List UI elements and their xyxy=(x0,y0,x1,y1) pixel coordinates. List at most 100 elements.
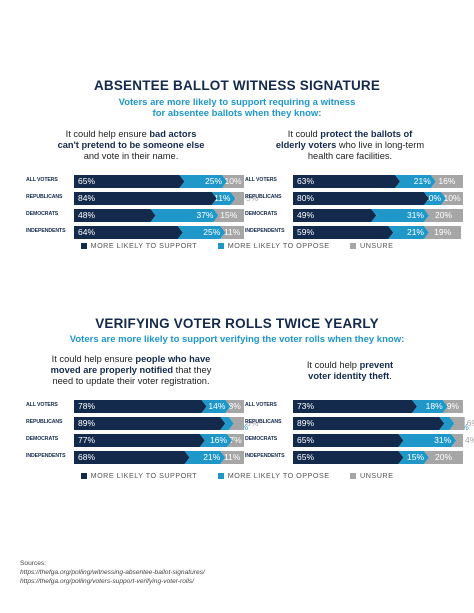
panel-heading: It could help prevent voter identity thef… xyxy=(245,360,455,382)
legend-item-support: MORE LIKELY TO SUPPORT xyxy=(80,241,198,250)
data-label: 48% xyxy=(78,210,96,220)
stacked-bar: 89%5%6% xyxy=(74,417,258,432)
bar-support: 63% xyxy=(293,175,400,188)
bar-row-independents: INDEPENDENTS 68% 21% 11% xyxy=(26,451,266,464)
category-label: DEMOCRATS xyxy=(26,436,59,442)
bar-oppose: 21% xyxy=(388,226,429,239)
category-label: INDEPENDENTS xyxy=(245,228,285,234)
data-label: 9% xyxy=(446,401,459,411)
bar-unsure: 10% xyxy=(441,192,463,205)
legend-item-unsure: UNSURE xyxy=(350,241,393,250)
bar-row-independents: INDEPENDENTS 65% 15% 20% xyxy=(245,451,474,464)
bar-unsure: 15% xyxy=(213,209,244,222)
source-link[interactable]: https://thefga.org/polling/witnessing-ab… xyxy=(20,569,205,576)
stacked-bar: 84% 11% 5% xyxy=(74,192,258,205)
category-label: INDEPENDENTS xyxy=(26,228,66,234)
legend-item-oppose: MORE LIKELY TO OPPOSE xyxy=(217,471,330,480)
panel-heading: It could help ensure people who have move… xyxy=(26,354,236,387)
legend-absentee: MORE LIKELY TO SUPPORT MORE LIKELY TO OP… xyxy=(0,241,474,250)
category-label: ALL VOTERS xyxy=(26,402,58,408)
data-label: 11% xyxy=(214,193,231,203)
category-label: INDEPENDENTS xyxy=(245,453,285,459)
bar-unsure: 9% xyxy=(442,400,463,413)
bar-row-all-voters: ALL VOTERS 73% 18% 9% xyxy=(245,400,474,413)
bar-support: 78% xyxy=(74,400,207,413)
data-label: 18% xyxy=(425,401,443,411)
stacked-bar: 64% 25% 11% xyxy=(74,226,244,239)
sources-label: Sources: xyxy=(20,560,47,567)
data-label: 10% xyxy=(443,193,461,203)
category-label: DEMOCRATS xyxy=(26,211,59,217)
heading-line: and vote in their name. xyxy=(83,151,179,161)
bar-oppose: 25% xyxy=(180,175,228,188)
bar-unsure: 20% xyxy=(424,209,463,222)
section-title-voter-rolls: VERIFYING VOTER ROLLS TWICE YEARLY xyxy=(95,316,379,331)
bar-support: 65% xyxy=(74,175,185,188)
heading-line: It could help ensure people who have xyxy=(51,354,211,364)
data-label: 21% xyxy=(203,452,221,462)
bar-unsure: 11% xyxy=(220,226,244,239)
bar-row-all-voters: ALL VOTERS 63% 21% 16% xyxy=(245,175,474,188)
bar-unsure: 10% xyxy=(222,175,244,188)
bar-row-all-voters: ALL VOTERS 78% 14% 8% xyxy=(26,400,266,413)
bar-support: 84% xyxy=(74,192,217,205)
stacked-bar: 78% 14% 8% xyxy=(74,400,244,413)
stacked-bar: 59% 21% 19% xyxy=(293,226,463,239)
category-label: REPUBLICANS xyxy=(245,419,282,425)
bar-row-republicans: REPUBLICANS 89%5%6% xyxy=(26,417,266,432)
data-label: 63% xyxy=(297,176,315,186)
panel-heading: It could protect the ballots of elderly v… xyxy=(245,129,455,162)
stacked-bar: 63% 21% 16% xyxy=(293,175,463,188)
bar-support: 48% xyxy=(74,209,156,222)
bar-row-all-voters: ALL VOTERS 65% 25% 10% xyxy=(26,175,266,188)
bar-oppose: 25% xyxy=(178,226,226,239)
bar-oppose: 21% xyxy=(185,451,226,464)
data-label: 64% xyxy=(78,227,96,237)
data-label: 20% xyxy=(434,452,452,462)
bar-support: 89% xyxy=(293,417,444,430)
stacked-bar: 48% 37% 15% xyxy=(74,209,244,222)
bar-unsure: 8% xyxy=(225,400,244,413)
category-label: REPUBLICANS xyxy=(26,194,63,200)
bar-unsure xyxy=(451,434,463,447)
stacked-bar: 49% 31% 20% xyxy=(293,209,463,222)
sources: Sources: https://thefga.org/polling/witn… xyxy=(20,559,205,586)
data-label: 21% xyxy=(413,176,431,186)
bar-unsure: 7% xyxy=(227,434,244,447)
data-label: 65% xyxy=(297,435,315,445)
data-label: 80% xyxy=(297,193,315,203)
bar-oppose xyxy=(220,417,234,430)
bar-support: 49% xyxy=(293,209,376,222)
subtitle-line: for absentee ballots when they know: xyxy=(152,108,322,119)
bar-unsure xyxy=(449,417,465,430)
bar-row-independents: INDEPENDENTS 64% 25% 11% xyxy=(26,226,266,239)
data-label: 8% xyxy=(228,401,241,411)
heading-line: It could help ensure bad actors xyxy=(65,129,197,139)
data-label: 25% xyxy=(203,227,221,237)
data-label: 31% xyxy=(406,210,424,220)
data-label: 11% xyxy=(223,452,241,462)
data-label: 7% xyxy=(229,435,242,445)
bar-row-republicans: REPUBLICANS 84% 11% 5% xyxy=(26,192,266,205)
bar-support: 80% xyxy=(293,192,429,205)
data-label: 37% xyxy=(196,210,214,220)
data-label-outside: 4% xyxy=(465,435,474,445)
bar-oppose: 31% xyxy=(371,209,429,222)
bar-oppose: 16% xyxy=(200,434,232,447)
bar-support: 59% xyxy=(293,226,393,239)
stacked-bar: 80% 10% 10% xyxy=(293,192,463,205)
stacked-bar: 65% 31% 4% xyxy=(293,434,474,447)
bar-unsure: 16% xyxy=(430,175,463,188)
data-label: 31% xyxy=(434,435,452,445)
heading-line: voter identity theft. xyxy=(308,370,392,381)
heading-line: It could protect the ballots of xyxy=(287,129,413,139)
bar-oppose xyxy=(439,417,454,430)
stacked-bar: 73% 18% 9% xyxy=(293,400,463,413)
data-label: 65% xyxy=(78,176,96,186)
data-label: 84% xyxy=(78,193,96,203)
bar-row-democrats: DEMOCRATS 65% 31% 4% xyxy=(245,434,474,447)
subtitle-line: Voters are more likely to support verify… xyxy=(69,334,405,345)
data-label: 10% xyxy=(224,176,242,186)
source-link[interactable]: https://thefga.org/polling/voters-suppor… xyxy=(20,578,194,585)
data-label: 21% xyxy=(406,227,424,237)
